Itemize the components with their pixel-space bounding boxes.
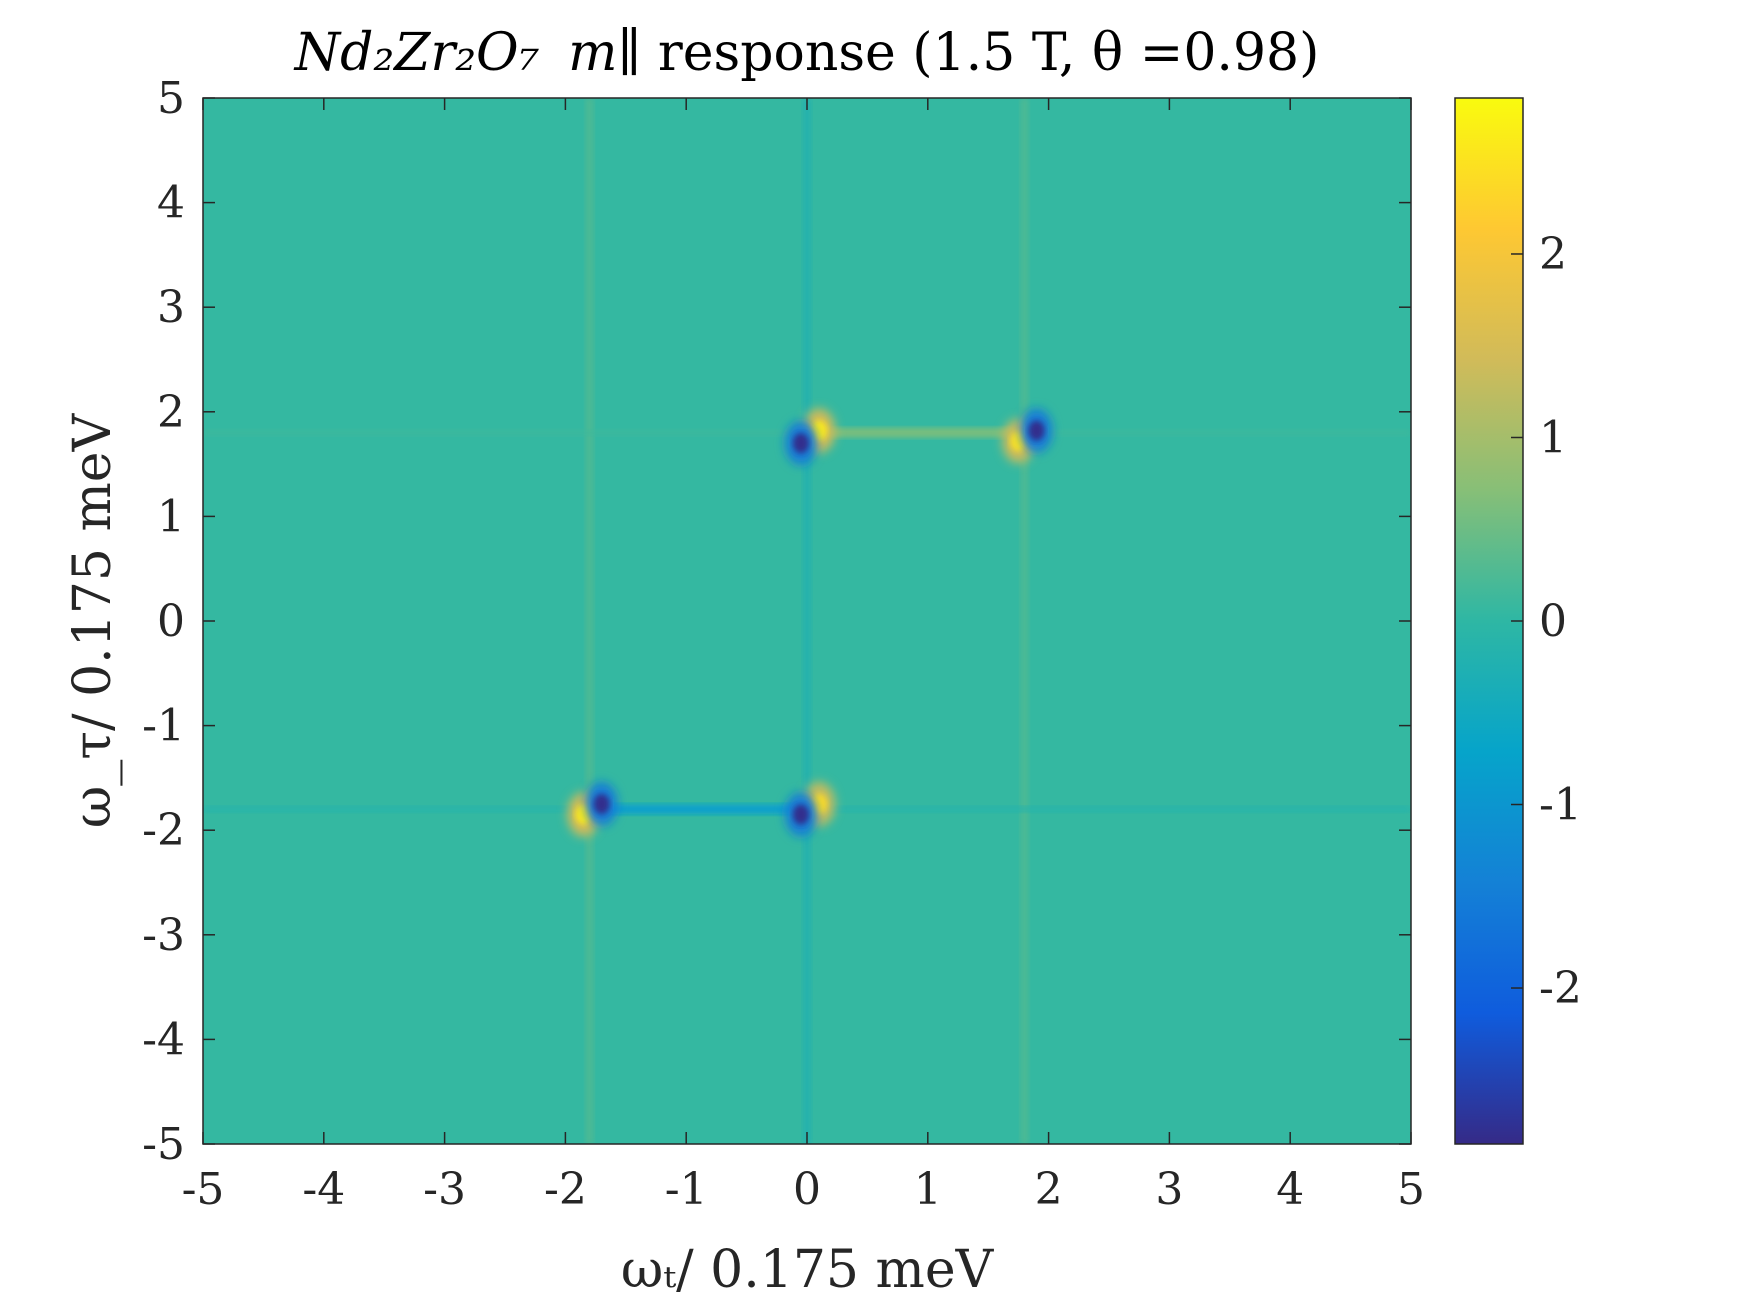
peak [1028, 420, 1045, 441]
y-tick-label: -5 [142, 1119, 185, 1170]
y-tick-label: -4 [142, 1014, 185, 1065]
y-tick-label: -1 [142, 701, 185, 752]
title-formula: Nd₂Zr₂O₇ [293, 23, 540, 83]
heatmap-peaks [567, 408, 1053, 837]
y-tick-label: 4 [157, 178, 185, 229]
vertical-streak [803, 98, 811, 1144]
x-axis-title: ωₜ/ 0.175 meV [621, 1240, 995, 1300]
horizontal-segment [595, 804, 807, 815]
x-tick-label: -2 [544, 1164, 587, 1215]
peak [792, 433, 809, 454]
x-tick-label: 4 [1276, 1164, 1304, 1215]
x-tick-label: -4 [302, 1164, 345, 1215]
y-tick-label: -3 [142, 910, 185, 961]
x-tick-label: 0 [793, 1164, 821, 1215]
x-tick-label: -3 [423, 1164, 466, 1215]
x-tick-label: 2 [1035, 1164, 1063, 1215]
colorbar-tick-label: -2 [1539, 963, 1582, 1014]
y-axis-title: ω_τ/ 0.175 meV [63, 412, 123, 828]
x-tick-label: -5 [182, 1164, 225, 1215]
axes: -5 -4 -3 -2 -1 0 1 2 3 4 5 -5 -4 -3 -2 -1 0 1 2 3 4 5 [142, 73, 1425, 1215]
x-tick-label: 5 [1397, 1164, 1425, 1215]
y-tick-label: 2 [157, 387, 185, 438]
y-tick-label: 0 [157, 596, 185, 647]
chart-title: Nd₂Zr₂O₇ m∥ response (1.5 T, θ =0.98) [293, 23, 1320, 83]
y-tick-label: 1 [157, 491, 185, 542]
title-rest: response (1.5 T, θ =0.98) [658, 23, 1319, 83]
vertical-streak [585, 98, 594, 1144]
x-tick-label: 3 [1155, 1164, 1183, 1215]
colorbar: -2 -1 0 1 2 [1454, 97, 1582, 1145]
colorbar-tick-label: 2 [1539, 229, 1567, 280]
heatmap-plot-area [203, 98, 1411, 1144]
horizontal-segment [813, 427, 1025, 438]
y-tick-label: 5 [157, 73, 185, 124]
vertical-streak [1020, 98, 1029, 1144]
x-tick-label: 1 [914, 1164, 942, 1215]
colorbar-tick-label: -1 [1539, 780, 1582, 831]
y-tick-label: 3 [157, 282, 185, 333]
peak [792, 804, 809, 825]
colorbar-tick-label: 0 [1539, 596, 1567, 647]
colorbar-tick-label: 1 [1539, 412, 1567, 463]
colorbar-ticks: -2 -1 0 1 2 [1511, 229, 1582, 1014]
y-tick-label: -2 [142, 805, 185, 856]
y-axis-ticks: -5 -4 -3 -2 -1 0 1 2 3 4 5 [142, 73, 1411, 1170]
heatmap-segments [595, 427, 1025, 815]
title-quantity: m∥ [568, 23, 641, 83]
x-axis-ticks: -5 -4 -3 -2 -1 0 1 2 3 4 5 [182, 98, 1425, 1215]
peak [593, 794, 610, 815]
x-tick-label: -1 [665, 1164, 708, 1215]
